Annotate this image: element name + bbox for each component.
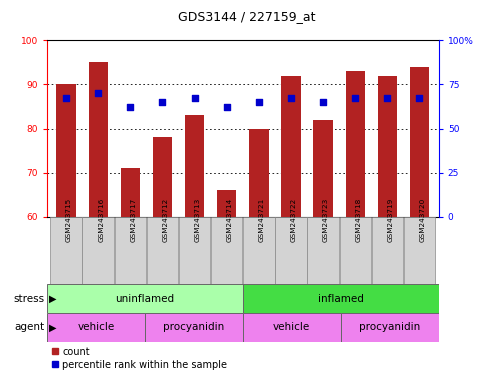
Bar: [243, 217, 275, 284]
Text: stress: stress: [13, 293, 44, 304]
Point: [191, 95, 199, 101]
Text: ▶: ▶: [49, 293, 57, 304]
Bar: [341, 313, 439, 342]
Point: [287, 95, 295, 101]
Text: GSM243718: GSM243718: [355, 197, 361, 242]
Point: [62, 95, 70, 101]
Bar: [50, 217, 82, 284]
Bar: [179, 217, 211, 284]
Text: GSM243712: GSM243712: [163, 197, 169, 242]
Bar: [217, 190, 236, 217]
Bar: [185, 115, 204, 217]
Text: procyanidin: procyanidin: [359, 322, 421, 333]
Bar: [47, 313, 145, 342]
Text: GSM243723: GSM243723: [323, 197, 329, 242]
Text: GSM243721: GSM243721: [259, 197, 265, 242]
Bar: [275, 217, 307, 284]
Text: ▶: ▶: [49, 322, 57, 333]
Text: GDS3144 / 227159_at: GDS3144 / 227159_at: [178, 10, 315, 23]
Point: [223, 104, 231, 110]
Legend: count, percentile rank within the sample: count, percentile rank within the sample: [52, 347, 227, 369]
Bar: [82, 217, 114, 284]
Bar: [314, 120, 333, 217]
Bar: [346, 71, 365, 217]
Bar: [121, 168, 140, 217]
Bar: [249, 129, 269, 217]
Bar: [153, 137, 172, 217]
Text: GSM243719: GSM243719: [387, 197, 393, 242]
Bar: [89, 62, 108, 217]
Point: [416, 95, 423, 101]
Point: [352, 95, 359, 101]
Point: [126, 104, 134, 110]
Bar: [307, 217, 339, 284]
Bar: [114, 217, 146, 284]
Text: GSM243722: GSM243722: [291, 197, 297, 242]
Text: GSM243715: GSM243715: [66, 197, 72, 242]
Text: GSM243720: GSM243720: [420, 197, 425, 242]
Point: [159, 99, 167, 105]
Bar: [243, 284, 439, 313]
Bar: [340, 217, 371, 284]
Text: agent: agent: [14, 322, 44, 333]
Text: GSM243716: GSM243716: [98, 197, 104, 242]
Bar: [378, 76, 397, 217]
Text: inflamed: inflamed: [318, 293, 364, 304]
Text: uninflamed: uninflamed: [115, 293, 175, 304]
Bar: [147, 217, 178, 284]
Text: GSM243717: GSM243717: [130, 197, 137, 242]
Point: [384, 95, 391, 101]
Text: vehicle: vehicle: [273, 322, 311, 333]
Text: procyanidin: procyanidin: [163, 322, 224, 333]
Bar: [145, 313, 243, 342]
Bar: [372, 217, 403, 284]
Point: [94, 90, 102, 96]
Bar: [47, 284, 243, 313]
Bar: [282, 76, 301, 217]
Bar: [211, 217, 243, 284]
Bar: [57, 84, 76, 217]
Text: GSM243714: GSM243714: [227, 197, 233, 242]
Bar: [404, 217, 435, 284]
Text: GSM243713: GSM243713: [195, 197, 201, 242]
Point: [319, 99, 327, 105]
Bar: [410, 67, 429, 217]
Text: vehicle: vehicle: [77, 322, 114, 333]
Point: [255, 99, 263, 105]
Bar: [243, 313, 341, 342]
